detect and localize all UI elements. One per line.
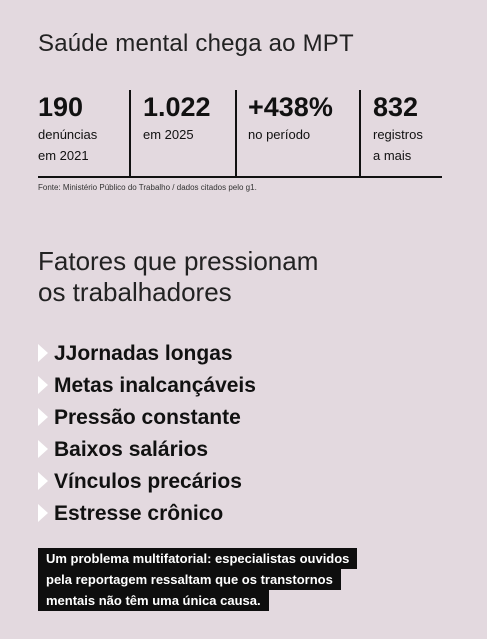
bullet-shape	[38, 376, 48, 394]
stat-label: denúncias	[38, 127, 98, 142]
bullet-shape	[38, 344, 48, 362]
bullet	[38, 440, 48, 458]
stat-label: a mais	[373, 148, 412, 163]
item-text: Metas inalcançáveis	[54, 374, 256, 397]
stat: +438% no período	[248, 90, 333, 176]
list-item: Metas inalcançáveis	[38, 373, 256, 399]
stats-row: 190 denúncias em 2021 1.022 em 2025 +438% no p…	[38, 90, 442, 178]
section-title: Fatores que pressionam	[38, 246, 319, 276]
stat-value: +438%	[248, 92, 333, 122]
stat-value: 832	[373, 92, 419, 122]
stat-value: 190	[38, 92, 84, 122]
divider	[359, 90, 361, 176]
note-line: mentais não têm uma única causa.	[38, 590, 269, 611]
item-text: Pressão constante	[54, 406, 241, 429]
bullet-shape	[38, 408, 48, 426]
stat-label: registros	[373, 127, 423, 142]
note-line: pela reportagem ressaltam que os transto…	[38, 569, 341, 590]
list-item: Estresse crônico	[38, 501, 223, 527]
bullet	[38, 344, 48, 362]
item-text: Estresse crônico	[54, 502, 224, 525]
stat-label: em 2025	[143, 127, 194, 142]
bullet	[38, 504, 48, 522]
divider	[129, 90, 131, 176]
note-box: Um problema multifatorial: especialistas…	[38, 548, 358, 611]
stat: 1.022 em 2025	[143, 90, 211, 176]
item-text: Baixos salários	[54, 438, 209, 461]
item-text: JJornadas longas	[54, 342, 233, 365]
title: Saúde mental chega ao MPT	[38, 30, 354, 57]
stat-label: no período	[248, 127, 311, 142]
note-line: Um problema multifatorial: especialistas…	[38, 548, 358, 569]
stat: 832 registros a mais	[373, 90, 423, 176]
bullet-shape	[38, 440, 48, 458]
bullet-shape	[38, 472, 48, 490]
bullet	[38, 472, 48, 490]
bullet-shape	[38, 504, 48, 522]
item-text: Vínculos precários	[54, 470, 242, 493]
source: Fonte: Ministério Público do Trabalho / …	[38, 183, 257, 192]
list-item: Baixos salários	[38, 437, 208, 463]
list-item: JJornadas longas	[38, 341, 233, 367]
section-title: os trabalhadores	[38, 277, 232, 307]
list-item: Vínculos precários	[38, 469, 242, 495]
divider	[235, 90, 237, 176]
stat-label: em 2021	[38, 148, 89, 163]
bullet	[38, 408, 48, 426]
stat: 190 denúncias em 2021	[38, 90, 97, 176]
bullet	[38, 376, 48, 394]
list-item: Pressão constante	[38, 405, 241, 431]
stat-value: 1.022	[143, 92, 211, 122]
